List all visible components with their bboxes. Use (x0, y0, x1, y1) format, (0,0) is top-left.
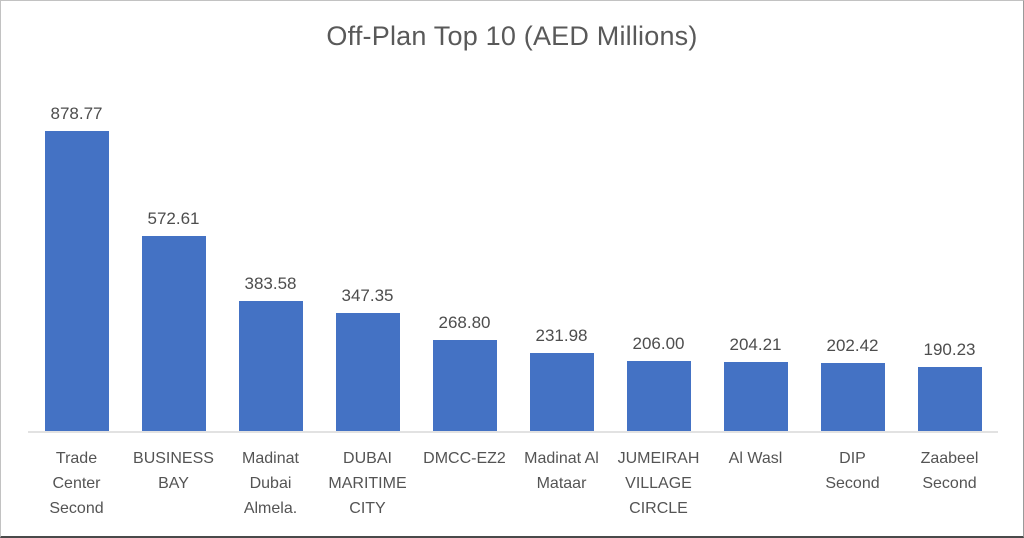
category-label: Madinat Dubai Almela. (242, 450, 299, 517)
bar-column: 572.61 (125, 1, 222, 432)
data-label: 190.23 (923, 339, 976, 359)
bar-column: 878.77 (28, 1, 125, 432)
bar-column: 190.23 (901, 1, 998, 432)
category-label: Madinat Al Mataar (524, 450, 599, 492)
bar-column: 231.98 (513, 1, 610, 432)
data-label: 878.77 (50, 104, 103, 123)
bar (529, 352, 594, 432)
category-axis: Trade Center Second BUSINESS BAY Madinat Dubai… (28, 446, 998, 521)
category-label: Zaabeel Second (920, 450, 979, 492)
bar-column: 206.00 (610, 1, 707, 432)
category-label: JUMEIRAH VILLAGE CIRCLE (617, 450, 700, 517)
chart-title: Off-Plan Top 10 (AED Millions) (326, 21, 698, 51)
bar (723, 362, 788, 432)
bar (335, 313, 400, 432)
bar (238, 300, 303, 432)
bar-column: 347.35 (319, 1, 416, 432)
category-label: DMCC-EZ2 (423, 450, 506, 467)
data-label: 268.80 (438, 312, 491, 332)
bar (917, 366, 982, 432)
bar (432, 339, 497, 432)
data-label: 347.35 (341, 286, 394, 305)
bar (141, 235, 206, 432)
data-label: 206.00 (632, 334, 685, 354)
bar-column: 202.42 (804, 1, 901, 432)
category-label: Al Wasl (728, 450, 783, 467)
category-label: DUBAI MARITIME CITY (328, 450, 407, 517)
bar-column: 383.58 (222, 1, 319, 432)
data-label: 383.58 (244, 273, 297, 293)
bar (626, 361, 691, 432)
bar (44, 131, 109, 432)
data-label: 202.42 (826, 335, 879, 355)
x-axis-line (28, 431, 998, 433)
data-label: 204.21 (729, 335, 782, 355)
category-label: BUSINESS BAY (133, 450, 214, 492)
data-label: 231.98 (535, 325, 588, 345)
bar (820, 362, 885, 432)
category-label: Trade Center Second (49, 450, 104, 517)
bars-row: 878.77 572.61 383.58 347.35 268.80 231.98 206.… (28, 1, 998, 432)
category-label: DIP Second (825, 450, 880, 492)
bar-column: 204.21 (707, 1, 804, 432)
bar-column: 268.80 (416, 1, 513, 432)
data-label: 572.61 (147, 208, 200, 228)
